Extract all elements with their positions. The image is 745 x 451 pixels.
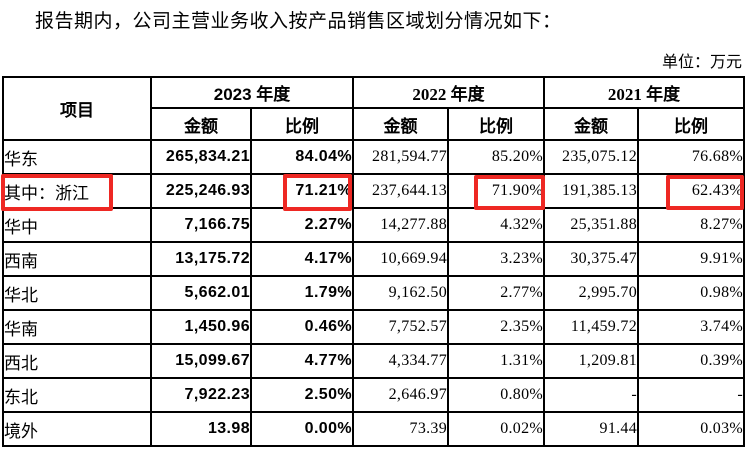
ratio-2023-cell: 4.17% — [249, 241, 355, 277]
ratio-2021-cell: - — [637, 377, 745, 413]
ratio-2021-cell: 0.98% — [637, 275, 745, 311]
table-row-xibei: 西北 15,099.67 4.77% 4,334.77 1.31% 1,209.… — [2, 343, 745, 379]
header-year-2023: 2023 年度 — [149, 76, 355, 109]
amount-2023-cell: 265,834.21 — [150, 139, 252, 175]
header-2022-ratio: 比例 — [447, 107, 546, 141]
amount-2021-cell: 2,995.70 — [543, 275, 640, 311]
ratio-2022-cell: 0.02% — [447, 411, 546, 447]
header-2023-amount: 金额 — [150, 107, 252, 141]
table-row-huazhong: 华中 7,166.75 2.27% 14,277.88 4.32% 25,351… — [2, 207, 745, 243]
ratio-2023-cell: 1.79% — [249, 275, 355, 311]
region-cell: 其中：浙江 — [2, 173, 152, 209]
amount-2023-cell: 1,450.96 — [150, 309, 252, 345]
ratio-2022-cell: 0.80% — [447, 377, 546, 413]
ratio-2022-cell: 3.23% — [447, 241, 546, 277]
amount-2021-cell: 30,375.47 — [543, 241, 640, 277]
amount-2023-cell: 7,166.75 — [150, 207, 252, 243]
amount-2021-cell: 11,459.72 — [543, 309, 640, 345]
region-cell: 西南 — [2, 241, 152, 277]
ratio-2021-cell: 8.27% — [637, 207, 745, 243]
amount-2022-cell: 281,594.77 — [352, 139, 450, 175]
region-cell: 华南 — [2, 309, 152, 345]
ratio-2023-cell: 4.77% — [249, 343, 355, 379]
table-row-huanan: 华南 1,450.96 0.46% 7,752.57 2.35% 11,459.… — [2, 309, 745, 345]
region-cell: 西北 — [2, 343, 152, 379]
ratio-2023-cell: 0.46% — [249, 309, 355, 345]
amount-2023-cell: 13,175.72 — [150, 241, 252, 277]
amount-2023-cell: 7,922.23 — [150, 377, 252, 413]
table-row-huabei: 华北 5,662.01 1.79% 9,162.50 2.77% 2,995.7… — [2, 275, 745, 311]
ratio-2023-cell: 84.04% — [249, 139, 355, 175]
ratio-2022-cell: 2.35% — [447, 309, 546, 345]
ratio-2021-cell: 9.91% — [637, 241, 745, 277]
ratio-2021-cell: 62.43% — [637, 173, 745, 209]
ratio-2021-cell: 0.39% — [637, 343, 745, 379]
ratio-2023-cell: 2.50% — [249, 377, 355, 413]
unit-label: 单位：万元 — [661, 54, 742, 71]
header-2021-amount: 金额 — [543, 107, 640, 141]
region-cell: 境外 — [2, 411, 152, 447]
amount-2023-cell: 5,662.01 — [150, 275, 252, 311]
table-row-huadong: 华东 265,834.21 84.04% 281,594.77 85.20% 2… — [2, 139, 745, 175]
header-year-2022: 2022 年度 — [352, 76, 546, 109]
header-row-years: 项目 2023 年度 2022 年度 2021 年度 — [2, 76, 745, 141]
ratio-2022-cell: 4.32% — [447, 207, 546, 243]
header-year-2021: 2021 年度 — [543, 76, 745, 109]
ratio-2022-cell: 71.90% — [447, 173, 546, 209]
amount-2022-cell: 9,162.50 — [352, 275, 450, 311]
amount-2021-cell: 25,351.88 — [543, 207, 640, 243]
amount-2023-cell: 225,246.93 — [150, 173, 252, 209]
header-2021-ratio: 比例 — [637, 107, 745, 141]
intro-text: 报告期内，公司主营业务收入按产品销售区域划分情况如下： — [35, 11, 562, 32]
table-row-zhejiang: 其中：浙江 225,246.93 71.21% 237,644.13 71.90… — [2, 173, 745, 209]
amount-2021-cell: - — [543, 377, 640, 413]
table-row-jingwai: 境外 13.98 0.00% 73.39 0.02% 91.44 0.03% — [2, 411, 745, 447]
amount-2023-cell: 15,099.67 — [150, 343, 252, 379]
header-2022-amount: 金额 — [352, 107, 450, 141]
region-cell: 华东 — [2, 139, 152, 175]
ratio-2022-cell: 2.77% — [447, 275, 546, 311]
amount-2022-cell: 2,646.97 — [352, 377, 450, 413]
table-row-xinan: 西南 13,175.72 4.17% 10,669.94 3.23% 30,37… — [2, 241, 745, 277]
amount-2022-cell: 14,277.88 — [352, 207, 450, 243]
amount-2023-cell: 13.98 — [150, 411, 252, 447]
amount-2022-cell: 73.39 — [352, 411, 450, 447]
revenue-by-region-table: 项目 2023 年度 2022 年度 2021 年度 金额 比例 金额 比例 金… — [2, 76, 745, 447]
amount-2021-cell: 235,075.12 — [543, 139, 640, 175]
ratio-2021-cell: 0.03% — [637, 411, 745, 447]
region-cell: 东北 — [2, 377, 152, 413]
region-cell: 华中 — [2, 207, 152, 243]
ratio-2023-cell: 0.00% — [249, 411, 355, 447]
region-cell: 华北 — [2, 275, 152, 311]
header-row-subcolumns: 金额 比例 金额 比例 金额 比例 — [3, 107, 745, 141]
header-item: 项目 — [2, 76, 152, 141]
amount-2021-cell: 191,385.13 — [543, 173, 640, 209]
amount-2021-cell: 1,209.81 — [543, 343, 640, 379]
ratio-2022-cell: 85.20% — [447, 139, 546, 175]
ratio-2023-cell: 71.21% — [249, 173, 355, 209]
amount-2021-cell: 91.44 — [543, 411, 640, 447]
amount-2022-cell: 4,334.77 — [352, 343, 450, 379]
ratio-2021-cell: 76.68% — [637, 139, 745, 175]
header-2023-ratio: 比例 — [249, 107, 355, 141]
ratio-2023-cell: 2.27% — [249, 207, 355, 243]
amount-2022-cell: 7,752.57 — [352, 309, 450, 345]
amount-2022-cell: 10,669.94 — [352, 241, 450, 277]
amount-2022-cell: 237,644.13 — [352, 173, 450, 209]
ratio-2022-cell: 1.31% — [447, 343, 546, 379]
ratio-2021-cell: 3.74% — [637, 309, 745, 345]
table-row-dongbei: 东北 7,922.23 2.50% 2,646.97 0.80% - - — [2, 377, 745, 413]
